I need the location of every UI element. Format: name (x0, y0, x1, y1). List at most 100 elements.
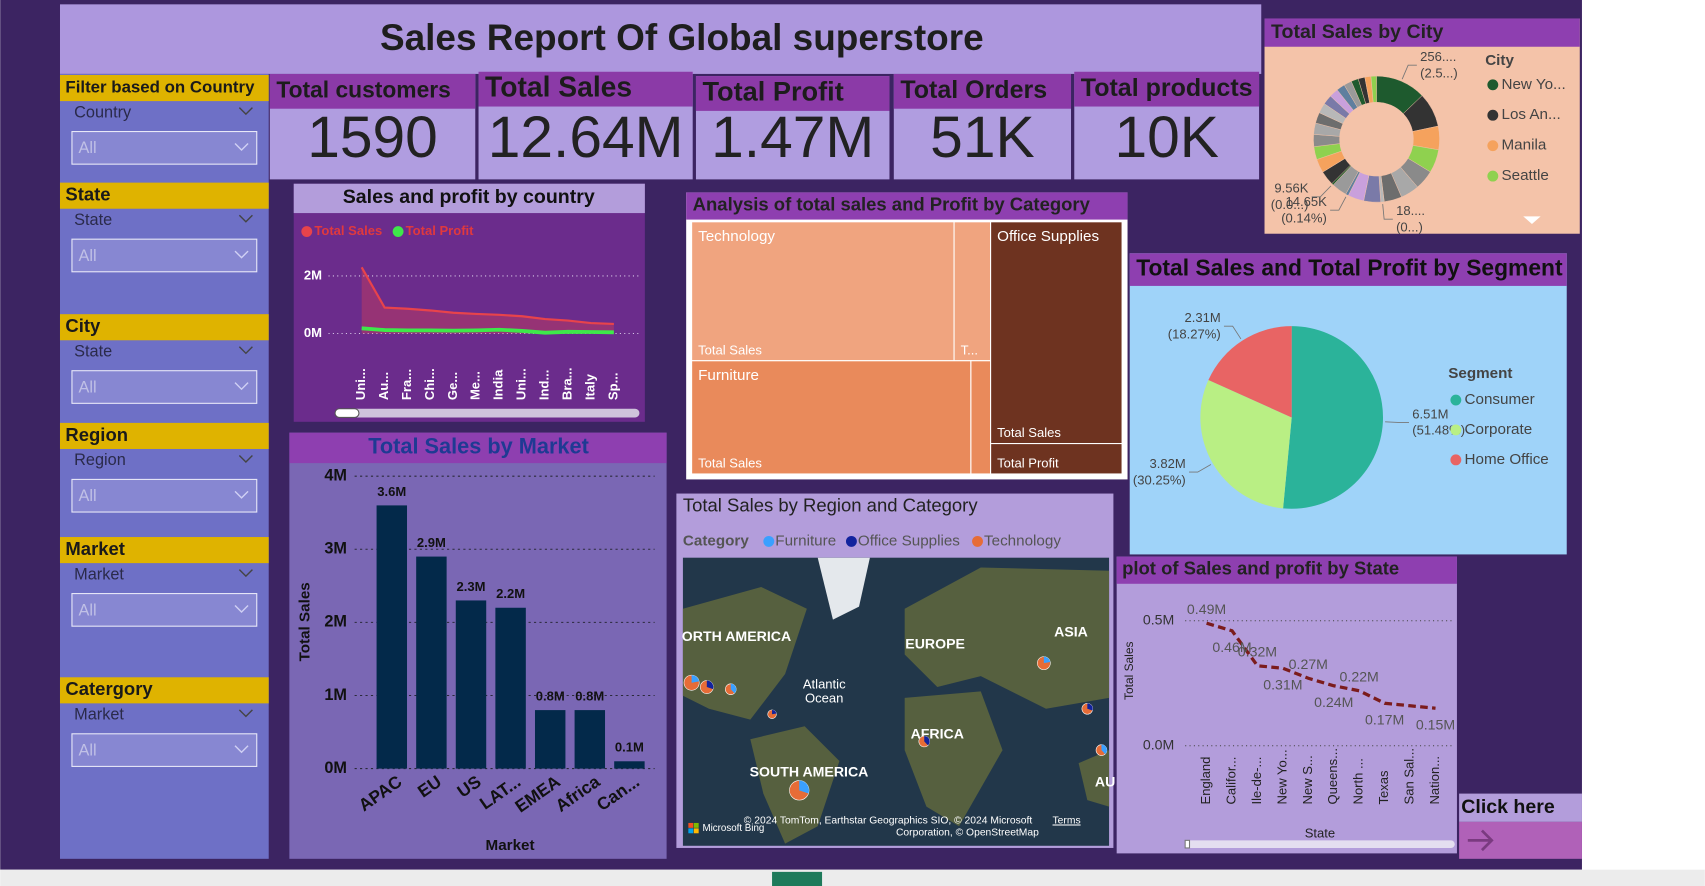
y-axis-title: Total Sales (297, 582, 314, 661)
y-tick-label: 0M (324, 759, 347, 777)
ice (817, 557, 870, 620)
line (1206, 621, 1436, 710)
chart-title: Total Sales by Market (368, 434, 589, 459)
filter-value[interactable]: All (78, 139, 96, 157)
map-marker-wedge (706, 680, 714, 690)
filter-value[interactable]: All (78, 487, 96, 505)
percent-label: (18.27%) (1168, 326, 1221, 341)
x-tick-label: India (491, 369, 506, 400)
data-label: 2.9M (417, 535, 446, 550)
chart-title: Total Sales by Region and Category (683, 494, 978, 515)
kpi-label: Total Orders (900, 76, 1047, 104)
map-terms[interactable]: Terms (1053, 815, 1081, 826)
y-tick-label: 2M (324, 613, 347, 631)
data-label: 18.... (1396, 203, 1425, 218)
bottom-tab (772, 871, 823, 886)
filter-title: Region (65, 424, 128, 445)
filter-dropdown[interactable] (71, 130, 258, 165)
map-label: ORTH AMERICA (682, 628, 791, 644)
scrollbar-thumb[interactable] (1184, 839, 1191, 849)
leader-line (1382, 204, 1393, 220)
filter-header (59, 537, 269, 564)
click-button[interactable]: Click here (1459, 793, 1582, 859)
map-marker-wedge (924, 735, 930, 746)
map-attribution: © 2024 TomTom, Earthstar Geographics SIO… (744, 815, 1033, 826)
filter-dropdown[interactable] (71, 370, 258, 404)
x-tick-label: Au... (376, 372, 391, 400)
scrollbar-thumb[interactable] (334, 408, 360, 418)
treemap-cell (990, 443, 1123, 475)
data-label: 0.24M (1314, 694, 1353, 710)
data-label: 256.... (1420, 49, 1456, 64)
button-arrow[interactable] (1467, 829, 1494, 852)
legend-swatch (1450, 424, 1462, 436)
map-label: EUROPE (905, 635, 965, 651)
legend-swatch (1487, 140, 1499, 152)
filter-value[interactable]: All (78, 601, 96, 619)
slice (1370, 75, 1377, 103)
data-label: 0.32M (1238, 643, 1277, 659)
bar (495, 607, 526, 769)
button-label[interactable]: Click here (1461, 796, 1555, 818)
chevron (234, 490, 249, 499)
filter-dropdown[interactable] (71, 733, 258, 767)
land (904, 567, 1110, 709)
legend-label: New Yo... (1502, 76, 1566, 93)
chevron (238, 346, 253, 355)
data-label: 0.1M (615, 740, 644, 755)
filter-value[interactable]: All (78, 378, 96, 396)
filter-dropdown[interactable] (71, 238, 258, 273)
y-axis-title: Total Sales (1122, 642, 1136, 700)
legend-swatch (763, 535, 775, 547)
legend-title: City (1485, 52, 1514, 69)
kpi-value: 51K (930, 105, 1034, 170)
chart-title-band (1116, 556, 1457, 584)
line (361, 326, 614, 335)
map-marker-wedge (799, 780, 810, 794)
filter-header (59, 677, 269, 704)
x-tick-label: Califor... (1223, 757, 1238, 805)
filter-value[interactable]: All (78, 742, 96, 760)
map-label: SOUTH AMERICA (750, 764, 869, 780)
legend-label: Los An... (1502, 106, 1561, 123)
filter-header (59, 422, 269, 449)
data-label: 6.51M (1412, 406, 1448, 421)
filter-header (59, 75, 269, 102)
legend-swatch (1450, 454, 1462, 466)
leader-line (1311, 185, 1332, 198)
x-tick-label: England (1198, 757, 1213, 805)
cell-label: T... (961, 342, 978, 357)
legend-label: Manila (1502, 137, 1547, 154)
percent-label: (0.14%) (1281, 210, 1327, 225)
map-provider: Microsoft Bing (702, 823, 764, 834)
filter-field: State (74, 211, 112, 229)
slice (1200, 380, 1292, 509)
land (682, 587, 807, 720)
chevron (238, 709, 253, 718)
chart-title-band (1129, 253, 1567, 286)
chevron (238, 107, 253, 116)
legend-label: Home Office (1465, 451, 1549, 468)
x-tick-label: Fra... (399, 369, 414, 400)
dashboard-title: Sales Report Of Global superstore (380, 17, 984, 58)
legend-label: Total Profit (406, 223, 474, 238)
provider-logo (688, 822, 694, 828)
treemap-cell (990, 221, 1123, 445)
chart-title-band (293, 183, 645, 214)
x-tick-label: Me... (468, 371, 483, 400)
data-label: 0.17M (1365, 711, 1404, 727)
kpi-header (269, 73, 476, 109)
bottom-strip (0, 869, 1705, 886)
filter-value[interactable]: All (78, 247, 96, 265)
kpi-value: 10K (1114, 105, 1218, 170)
data-label: 2.3M (457, 579, 486, 594)
chart-title-band (289, 432, 667, 464)
x-tick-label: North ... (1351, 758, 1366, 804)
x-tick-label: New S... (1300, 755, 1315, 804)
treemap-cell (691, 221, 955, 362)
scroll-arrow[interactable] (1523, 216, 1541, 224)
button-top[interactable] (1459, 793, 1582, 822)
title-band (59, 4, 1262, 74)
filter-dropdown[interactable] (71, 478, 258, 513)
filter-dropdown[interactable] (71, 593, 258, 627)
